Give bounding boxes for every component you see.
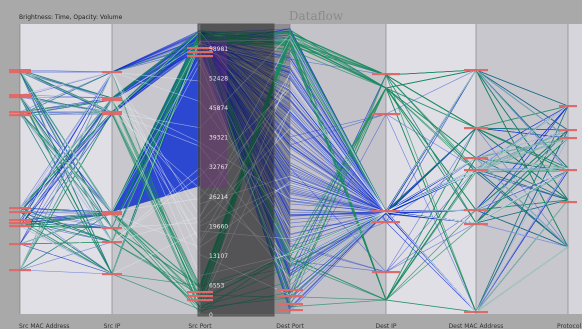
tick-label-src-port: 39321 bbox=[209, 135, 228, 142]
axis-label-src-port: Src Port bbox=[188, 323, 212, 329]
chart-title: Dataflow bbox=[289, 9, 344, 23]
tick-labels: 0 6553 13107 19660 26214 32767 39321 45874 52428… bbox=[209, 46, 228, 319]
tick-label-src-port: 6553 bbox=[209, 282, 224, 289]
tick-label-src-port: 0 bbox=[209, 312, 213, 319]
tick-label-src-port: 26214 bbox=[209, 194, 228, 201]
chart-legend: Brightness: Time, Opacity: Volume bbox=[19, 14, 123, 21]
axis-label-dest-port: Dest Port bbox=[276, 323, 304, 329]
axis-label-src-ip: Src IP bbox=[104, 323, 121, 329]
brush-highlight bbox=[200, 40, 227, 188]
tick-label-src-port: 32767 bbox=[209, 164, 228, 171]
axis-lines bbox=[19, 24, 569, 314]
axis-label-protocol: Protocol bbox=[557, 323, 582, 329]
tick-label-src-port: 45874 bbox=[209, 105, 228, 112]
axis-panel-4 bbox=[386, 24, 476, 314]
axis-label-dest-ip: Dest IP bbox=[375, 323, 396, 329]
brush-selection[interactable] bbox=[198, 24, 274, 316]
tick-label-src-port: 58981 bbox=[209, 46, 228, 53]
axis-label-dest-mac-address: Dest MAC Address bbox=[449, 323, 504, 329]
tick-label-src-port: 13107 bbox=[209, 253, 228, 260]
axis-labels: Src MAC Address Src IP Src Port Dest Port De… bbox=[19, 323, 582, 329]
brush-outline bbox=[197, 23, 275, 317]
axis-label-src-mac-address: Src MAC Address bbox=[19, 323, 70, 329]
tick-label-src-port: 52428 bbox=[209, 76, 228, 83]
brush-layer bbox=[197, 23, 275, 317]
tick-label-src-port: 19660 bbox=[209, 223, 228, 230]
